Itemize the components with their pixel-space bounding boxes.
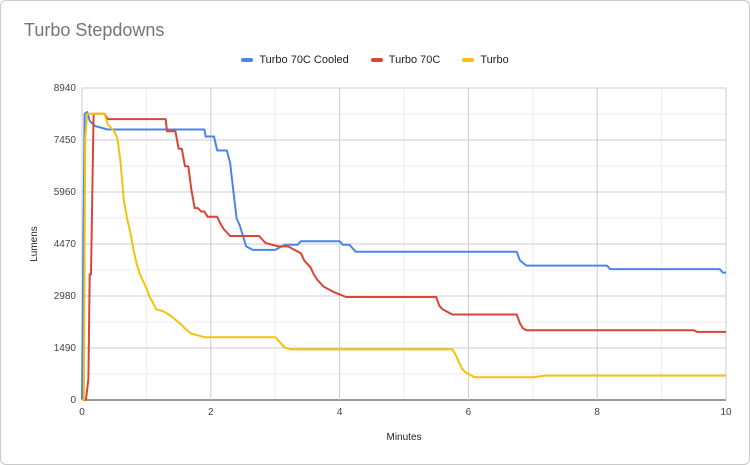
y-tick-label: 2980 <box>54 291 77 302</box>
y-tick-label: 0 <box>70 395 76 406</box>
series-line-2[interactable] <box>82 112 726 401</box>
legend: Turbo 70C Cooled Turbo 70C Turbo <box>0 54 750 66</box>
legend-swatch-series-2 <box>462 58 475 62</box>
x-axis-label: Minutes <box>386 432 421 443</box>
legend-swatch-series-1 <box>370 58 383 62</box>
y-tick-label: 4470 <box>54 239 77 250</box>
legend-item-series-2[interactable]: Turbo <box>462 54 509 66</box>
legend-swatch-series-0 <box>241 58 254 62</box>
legend-label-series-2: Turbo <box>480 54 509 66</box>
y-tick-label: 1490 <box>54 343 77 354</box>
y-tick-label: 5960 <box>54 187 77 198</box>
legend-label-series-1: Turbo 70C <box>388 54 441 66</box>
x-tick-label: 10 <box>720 407 732 418</box>
series-lines <box>81 111 726 401</box>
tick-labels: 0 1490 2980 4470 5960 7450 8940 0 2 4 6 8 10 <box>54 83 732 418</box>
y-axis-label: Lumens <box>29 226 40 262</box>
x-tick-label: 8 <box>594 407 600 418</box>
y-tick-label: 8940 <box>54 83 77 94</box>
series-line-1[interactable] <box>82 112 726 401</box>
chart-title: Turbo Stepdowns <box>24 20 165 40</box>
legend-item-series-0[interactable]: Turbo 70C Cooled <box>241 54 349 66</box>
x-tick-label: 2 <box>208 407 214 418</box>
x-tick-label: 4 <box>337 407 343 418</box>
legend-label-series-0: Turbo 70C Cooled <box>259 54 349 66</box>
grid <box>81 87 727 401</box>
legend-item-series-1[interactable]: Turbo 70C <box>370 54 441 66</box>
x-tick-label: 0 <box>79 407 85 418</box>
y-tick-label: 7450 <box>54 135 77 146</box>
series-line-0[interactable] <box>81 111 726 401</box>
x-tick-label: 6 <box>466 407 472 418</box>
